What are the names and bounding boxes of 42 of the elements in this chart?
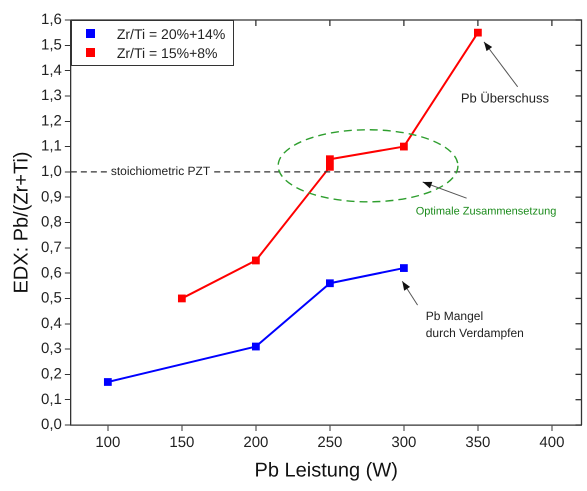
y-tick-label: 1,1 xyxy=(40,138,62,155)
annotation: Optimale Zusammensetzung xyxy=(416,206,556,218)
x-axis-title: Pb Leistung (W) xyxy=(254,460,398,482)
x-tick-label: 350 xyxy=(465,434,490,452)
y-tick-label: 0,9 xyxy=(40,188,62,206)
x-tick-label: 150 xyxy=(169,434,194,452)
y-tick-label: 1,6 xyxy=(40,11,62,28)
y-tick-label: 1,4 xyxy=(40,62,62,79)
point xyxy=(252,256,260,264)
x-tick-label: 200 xyxy=(243,434,268,452)
point xyxy=(474,28,482,37)
point xyxy=(252,342,260,350)
y-tick-label: 0,6 xyxy=(40,264,62,282)
annotation: Pb Mangel durch Verdampfen xyxy=(426,308,524,340)
y-tick-label: 0,1 xyxy=(40,390,62,408)
point xyxy=(326,279,334,288)
x-tick-label: 300 xyxy=(391,434,416,452)
point xyxy=(400,264,408,272)
x-tick-label: 400 xyxy=(539,434,564,452)
point xyxy=(400,142,408,150)
ref-line-label: stoichiometric PZT xyxy=(110,164,211,178)
point xyxy=(326,162,334,171)
y-tick-label: 0,0 xyxy=(40,416,62,434)
y-tick-label: 0,8 xyxy=(40,214,62,231)
annotation: Pb Überschuss xyxy=(460,90,550,106)
x-tick-label: 250 xyxy=(317,434,342,452)
point xyxy=(104,378,112,386)
y-tick-label: 0,2 xyxy=(40,366,62,383)
legend-label: Zr/Ti = 20%+14% xyxy=(116,26,226,42)
point xyxy=(326,155,334,164)
y-tick-label: 1,5 xyxy=(40,36,62,54)
point xyxy=(178,294,186,302)
y-tick-label: 0,4 xyxy=(40,314,62,332)
y-tick-label: 0,5 xyxy=(40,290,62,307)
y-tick-label: 1,0 xyxy=(40,163,62,180)
y-tick-label: 1,3 xyxy=(40,87,62,104)
legend-label: Zr/Ti = 15%+8% xyxy=(116,44,218,60)
x-tick-label: 100 xyxy=(95,434,120,452)
y-tick-label: 1,2 xyxy=(40,112,62,130)
y-tick-label: 0,3 xyxy=(40,340,62,358)
y-axis-title: EDX: Pb/(Zr+Ti) xyxy=(10,151,33,294)
y-tick-label: 0,7 xyxy=(40,238,62,256)
